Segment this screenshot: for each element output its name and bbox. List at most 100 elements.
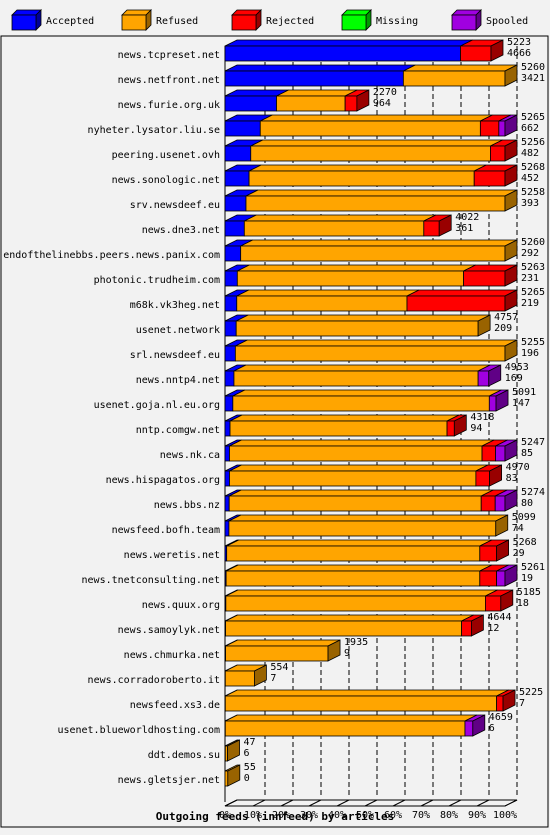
bar-segment-accepted [224,164,262,187]
host-label: ddt.demos.su [148,750,220,761]
bar-top [229,464,489,472]
x-tick-mark [420,799,434,807]
bar-segment-accepted [224,139,263,162]
bar-face [229,470,477,487]
bar-segment-refused [243,214,436,237]
bar-segment-refused [276,89,358,112]
bar-row [224,739,240,762]
host-label: srl.newsdeef.eu [130,350,220,361]
bar-segment-refused [245,189,518,212]
bar-segment-rejected [490,139,518,162]
bar-top [225,589,498,597]
host-label: news.dne3.net [142,225,220,236]
bar-row [224,539,510,562]
bar-side [504,189,518,212]
accepted-label: 0 [244,773,250,784]
bar-face [236,295,408,312]
bar-row [224,39,504,62]
bar-face [479,570,497,587]
bar-side [504,64,518,87]
bar-face [224,670,255,687]
host-label: news.netfront.net [118,75,220,86]
accepted-label: 18 [517,598,529,609]
bar-face [224,520,230,537]
bar-face [225,595,486,612]
bar-face [498,120,506,137]
host-label: news.furie.org.uk [118,100,220,111]
legend-item-spooled: Spooled [451,9,528,31]
legend-swatch [451,14,477,31]
x-tick-mark [308,799,322,807]
bar-segment-rejected [344,89,370,112]
host-label: usenet.goja.nl.eu.org [94,400,220,411]
bar-row [224,289,518,312]
bar-face [250,145,491,162]
legend-item-missing: Missing [341,9,418,31]
total-label: 5263 [521,262,545,273]
bar-face [229,445,483,462]
total-label: 5268 [513,537,537,548]
bar-segment-refused [224,739,240,762]
total-label: 5255 [521,337,545,348]
host-label: nntp.comgw.net [136,425,220,436]
accepted-label: 29 [513,548,525,559]
x-tick-label: 30% [300,810,318,821]
bar-segment-rejected [479,114,512,137]
accepted-label: 7 [270,673,276,684]
bar-top [229,414,460,422]
x-tick-mark [364,799,378,807]
bar-top [225,639,341,647]
bar-face [224,170,250,187]
bar-face [236,270,464,287]
bar-segment-accepted [224,89,289,112]
bar-face [224,720,466,737]
bar-side [504,489,518,512]
bar-face [224,95,277,112]
total-label: 55 [244,762,256,773]
bar-face [276,95,346,112]
bar-face [226,545,481,562]
bar-row [224,64,518,87]
x-tick-label: 90% [468,810,486,821]
bar-face [423,220,440,237]
bar-face [446,420,455,437]
bar-face [234,345,506,362]
bar-side [504,114,518,137]
bar-row [224,414,467,437]
bar-top [224,39,473,47]
bar-face [463,270,506,287]
bar-side [253,664,267,687]
bar-top [406,289,518,297]
bar-top [245,189,518,197]
bar-segment-refused [233,364,491,387]
bar-face [248,170,475,187]
legend-swatch [121,14,147,31]
bar-face [479,545,497,562]
bar-face [232,395,490,412]
bar-face [460,45,492,62]
total-label: 5185 [517,587,541,598]
bar-top [225,714,478,722]
host-label: news.tnetconsulting.net [82,575,220,586]
bar-segment-rejected [460,39,504,62]
accepted-label: 74 [512,523,524,534]
bar-face [224,420,231,437]
bar-face [479,120,500,137]
total-label: 47 [244,737,256,748]
bars [224,39,518,787]
bar-row [224,639,341,662]
bar-top [244,214,436,222]
bar-face [225,620,462,637]
bar-face [475,470,491,487]
bar-segment-refused [248,164,487,187]
bar-face [480,495,496,512]
bar-side [489,464,503,487]
bar-row [224,239,518,262]
bar-segment-refused [240,239,518,262]
legend: Accepted Refused Rejected Missing Spooled [11,9,528,31]
bar-segment-rejected [461,614,484,637]
host-label: peering.usenet.ovh [112,150,220,161]
host-label: usenet.blueworldhosting.com [57,725,220,736]
